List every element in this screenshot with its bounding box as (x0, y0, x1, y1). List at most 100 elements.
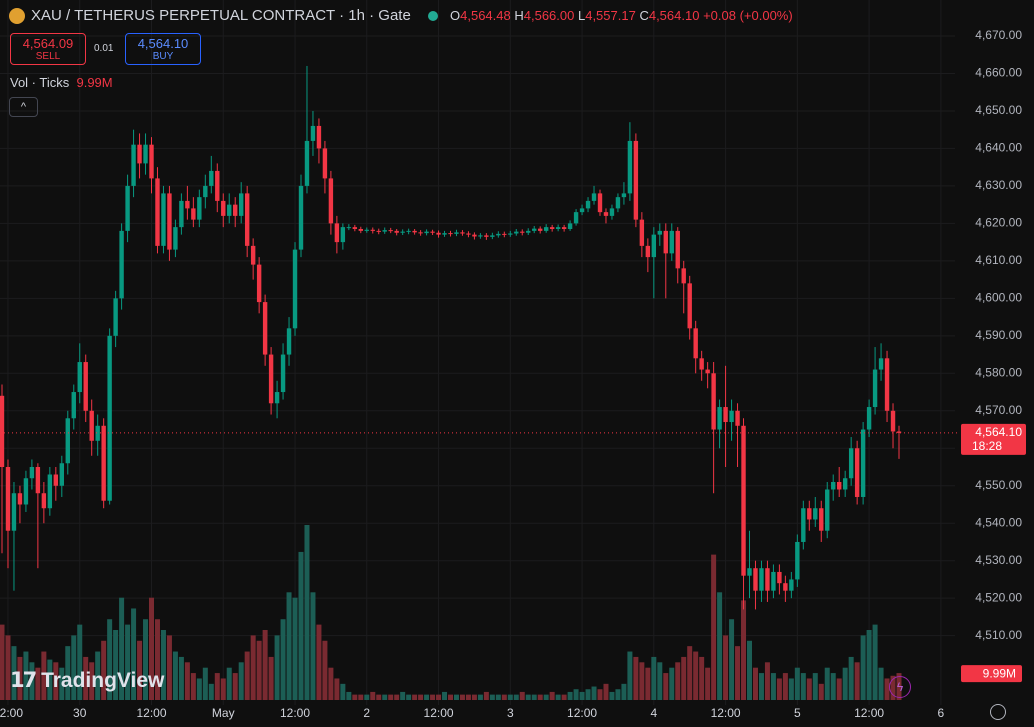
ohlc-value: 4,566.00 (523, 8, 575, 23)
candle-body (358, 229, 363, 231)
candle-body (448, 233, 453, 235)
candle-body (765, 568, 770, 591)
x-tick-label: 2 (363, 706, 370, 720)
candle-body (394, 230, 399, 233)
buy-button[interactable]: 4,564.10 BUY (125, 33, 201, 65)
volume-bar (184, 662, 190, 700)
volume-bar (71, 635, 77, 700)
volume-bar (101, 640, 107, 700)
volume-bar (711, 554, 717, 700)
y-tick-label: 4,570.00 (975, 403, 1022, 417)
candle-body (585, 200, 591, 209)
candle-body (47, 474, 53, 509)
ohlc-value: 4,557.17 (585, 8, 636, 23)
candle-body (729, 410, 734, 423)
candle-body (304, 140, 310, 186)
volume-bar (352, 694, 358, 700)
candle-body (382, 230, 387, 232)
volume-bar (448, 694, 453, 700)
candle-body (65, 418, 70, 464)
y-tick-label: 4,660.00 (975, 66, 1022, 80)
candle-body (35, 467, 41, 494)
sell-button[interactable]: 4,564.09 SELL (10, 33, 86, 65)
volume-bar (752, 667, 758, 700)
collapse-button[interactable]: ^ (9, 97, 38, 117)
candle-body (430, 231, 435, 233)
volume-legend: Vol · Ticks 9.99M (10, 75, 113, 90)
volume-bar (244, 651, 250, 700)
candle-body (747, 568, 752, 576)
candle-body (681, 268, 686, 284)
candle-body (53, 474, 59, 486)
change: +0.08 (+0.00%) (703, 8, 793, 23)
candle-body (454, 232, 459, 234)
candle-body (657, 230, 662, 235)
candle-body (597, 193, 603, 213)
volume-bar (166, 635, 172, 700)
logo: 17 TradingView (10, 668, 165, 692)
volume-bar (567, 691, 573, 700)
candle-body (615, 197, 621, 209)
candle-body (669, 230, 674, 254)
x-tick-label: 12:00 (711, 706, 741, 720)
candle-body (532, 228, 537, 231)
buy-label: BUY (152, 51, 174, 62)
x-tick-label: 6 (938, 706, 945, 720)
volume-bar (824, 667, 830, 700)
symbol[interactable]: XAU / TETHERUS PERPETUAL CONTRACT · 1h ·… (31, 7, 411, 24)
volume-bar (453, 694, 459, 700)
alert-icon[interactable]: ϟ (889, 676, 911, 698)
volume-bar (394, 694, 400, 700)
candle-body (191, 208, 196, 220)
candle-body (567, 223, 573, 230)
volume-bar (268, 656, 274, 700)
volume-bar (125, 624, 131, 700)
y-tick-label: 4,670.00 (975, 28, 1022, 42)
candle-body (292, 249, 298, 329)
volume-bar (430, 694, 436, 700)
candle-body (119, 230, 124, 299)
candle-body (250, 245, 256, 265)
ohlc-label: O (450, 8, 461, 23)
volume-bar (848, 656, 854, 700)
volume-bar (800, 673, 806, 700)
candle-body (298, 185, 304, 250)
volume-bar (280, 619, 286, 700)
plot (0, 65, 902, 700)
volume-bar (693, 651, 699, 700)
candle-body (233, 204, 238, 216)
candle-body (854, 448, 860, 497)
volume-bar (878, 667, 884, 700)
volume-bar (406, 694, 412, 700)
candle-body (813, 508, 818, 520)
candle-body (340, 227, 346, 243)
candle-body (77, 362, 82, 393)
candle-body (125, 185, 130, 231)
volume-bar (591, 686, 597, 700)
volume-bar (477, 694, 483, 700)
settings-icon[interactable] (990, 704, 1006, 720)
volume-bar (346, 691, 352, 700)
ohlc: O4,564.48 H4,566.00 L4,557.17 C4,564.10 … (450, 8, 793, 23)
candle-body (0, 395, 5, 468)
volume-bar (525, 694, 531, 700)
spread: 0.01 (94, 43, 114, 54)
candle-body (848, 448, 854, 479)
volume-bar (633, 656, 639, 700)
candle-body (334, 223, 340, 243)
y-tick-label: 4,600.00 (975, 291, 1022, 305)
candle-body (878, 358, 884, 370)
countdown: 18:28 (972, 439, 1002, 453)
volume-bar (442, 691, 448, 700)
candle-body (573, 212, 579, 224)
ohlc-value: 4,564.48 (460, 8, 511, 23)
volume-bar (11, 646, 17, 700)
volume-bar (788, 678, 794, 700)
candle-body (884, 358, 890, 411)
candle-body (472, 234, 477, 237)
volume-bar (555, 694, 561, 700)
ohlc-label: H (514, 8, 524, 23)
candle-body (759, 568, 764, 591)
candle-body (101, 425, 106, 501)
